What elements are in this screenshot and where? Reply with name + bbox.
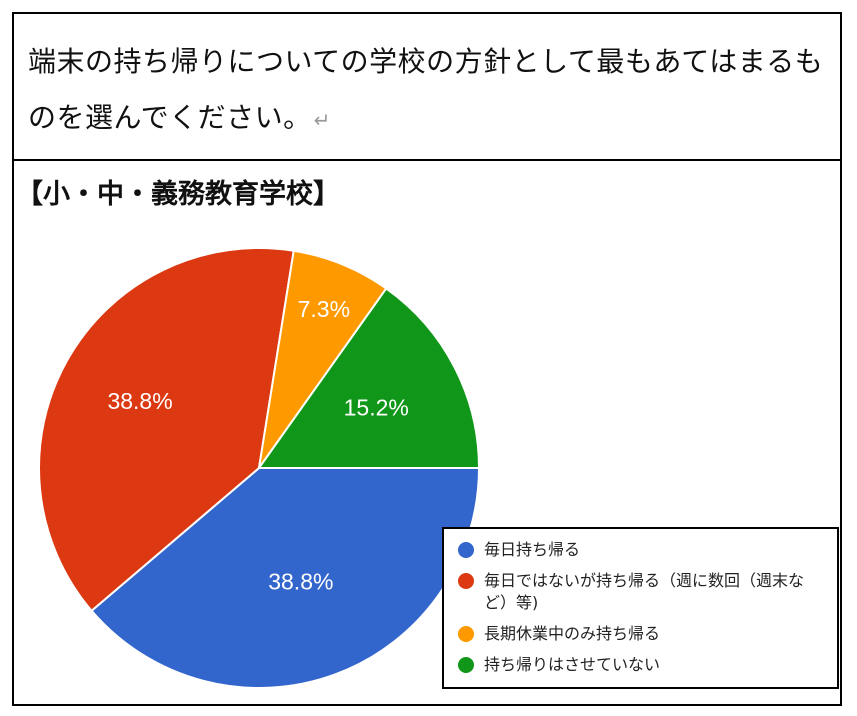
- pie-slice-label-2: 7.3%: [298, 296, 350, 322]
- legend-label: 毎日持ち帰る: [484, 540, 581, 559]
- pie-slice-label-3: 15.2%: [344, 394, 409, 420]
- legend-dot-icon: [458, 542, 474, 558]
- legend-dot-icon: [458, 657, 474, 673]
- pie-slice-2: [258, 249, 388, 469]
- legend-dot-icon: [458, 573, 474, 589]
- pie-slice-3: [257, 287, 481, 469]
- legend-label: 毎日ではないが持ち帰る（週に数回（週末など）等): [484, 571, 805, 612]
- legend-item-2: 長期休業中のみ持ち帰る: [458, 623, 827, 645]
- return-mark-icon: ↵: [313, 108, 331, 132]
- legend-label: 持ち帰りはさせていない: [484, 655, 661, 674]
- section-title: 【小・中・義務教育学校】: [16, 179, 340, 210]
- pie-slice-label-1: 38.8%: [107, 388, 172, 414]
- pie-slice-1: [38, 247, 295, 613]
- question-text: 端末の持ち帰りについての学校の方針として最もあてはまるものを選んでください。 ↵: [28, 34, 826, 148]
- question-label: 端末の持ち帰りについての学校の方針として最もあてはまるものを選んでください。: [28, 45, 824, 134]
- question-box: 端末の持ち帰りについての学校の方針として最もあてはまるものを選んでください。 ↵: [14, 14, 840, 161]
- survey-frame: 端末の持ち帰りについての学校の方針として最もあてはまるものを選んでください。 ↵: [12, 12, 842, 706]
- legend-item-3: 持ち帰りはさせていない: [458, 654, 827, 676]
- pie-slice-label-0: 38.8%: [268, 569, 333, 595]
- legend-dot-icon: [458, 626, 474, 642]
- legend-item-1: 毎日ではないが持ち帰る（週に数回（週末など）等): [458, 570, 827, 614]
- legend-label: 長期休業中のみ持ち帰る: [484, 624, 661, 643]
- chart-legend: 毎日持ち帰る毎日ではないが持ち帰る（週に数回（週末など）等) 長期休業中のみ持ち帰…: [442, 527, 839, 689]
- legend-item-0: 毎日持ち帰る: [458, 539, 827, 561]
